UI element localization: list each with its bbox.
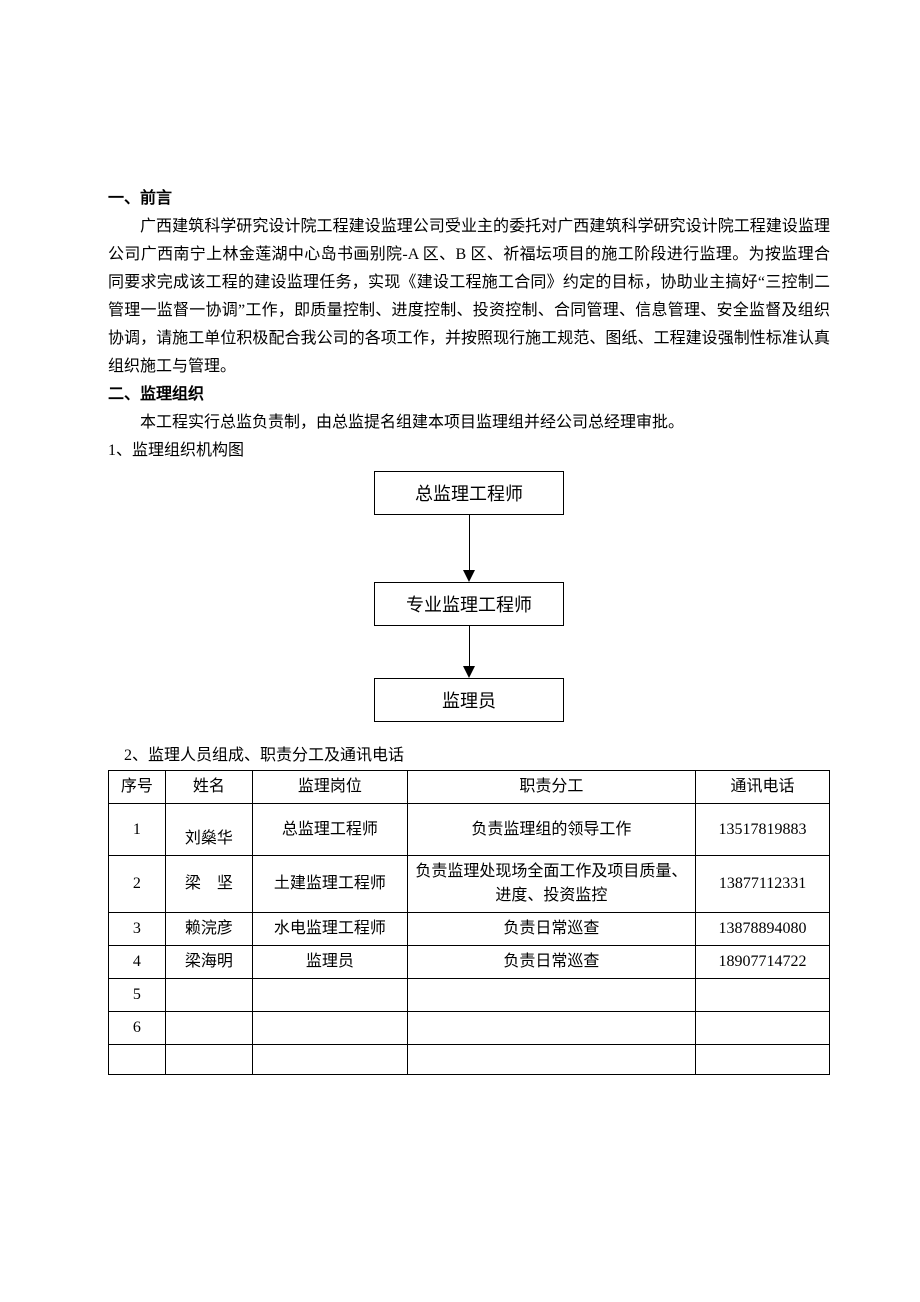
table-row: 3赖浣彦水电监理工程师负责日常巡查13878894080 — [109, 913, 830, 946]
org-chart: 总监理工程师专业监理工程师监理员 — [108, 471, 830, 722]
staff-table: 序号 姓名 监理岗位 职责分工 通讯电话 1刘燊华总监理工程师负责监理组的领导工… — [108, 770, 830, 1075]
cell-tel: 13517819883 — [696, 804, 830, 856]
cell-tel: 13877112331 — [696, 856, 830, 913]
table-row — [109, 1045, 830, 1075]
cell-idx — [109, 1045, 166, 1075]
cell-duty — [407, 1045, 695, 1075]
cell-tel — [696, 1012, 830, 1045]
cell-name: 梁海明 — [165, 946, 253, 979]
section1-heading: 一、前言 — [108, 185, 830, 213]
cell-post: 土建监理工程师 — [253, 856, 408, 913]
cell-tel: 18907714722 — [696, 946, 830, 979]
cell-post — [253, 979, 408, 1012]
table-row: 2梁 坚土建监理工程师负责监理处现场全面工作及项目质量、进度、投资监控13877… — [109, 856, 830, 913]
cell-post: 水电监理工程师 — [253, 913, 408, 946]
cell-name — [165, 1045, 253, 1075]
cell-name — [165, 979, 253, 1012]
cell-duty — [407, 1012, 695, 1045]
cell-idx: 1 — [109, 804, 166, 856]
org-node: 总监理工程师 — [374, 471, 564, 515]
table-header-row: 序号 姓名 监理岗位 职责分工 通讯电话 — [109, 771, 830, 804]
cell-name: 赖浣彦 — [165, 913, 253, 946]
cell-tel — [696, 979, 830, 1012]
col-header-name: 姓名 — [165, 771, 253, 804]
org-arrow — [468, 515, 470, 582]
org-node: 专业监理工程师 — [374, 582, 564, 626]
cell-name: 梁 坚 — [165, 856, 253, 913]
org-node: 监理员 — [374, 678, 564, 722]
col-header-idx: 序号 — [109, 771, 166, 804]
table-row: 6 — [109, 1012, 830, 1045]
cell-post — [253, 1045, 408, 1075]
cell-name — [165, 1012, 253, 1045]
table-row: 4梁海明监理员负责日常巡查18907714722 — [109, 946, 830, 979]
cell-name: 刘燊华 — [165, 804, 253, 856]
cell-tel: 13878894080 — [696, 913, 830, 946]
col-header-duty: 职责分工 — [407, 771, 695, 804]
cell-duty: 负责监理组的领导工作 — [407, 804, 695, 856]
table-row: 5 — [109, 979, 830, 1012]
col-header-post: 监理岗位 — [253, 771, 408, 804]
cell-duty: 负责监理处现场全面工作及项目质量、进度、投资监控 — [407, 856, 695, 913]
cell-idx: 2 — [109, 856, 166, 913]
cell-post: 总监理工程师 — [253, 804, 408, 856]
section2-item1-label: 1、监理组织机构图 — [108, 437, 830, 465]
section2-body: 本工程实行总监负责制，由总监提名组建本项目监理组并经公司总经理审批。 — [108, 409, 830, 437]
org-arrow — [468, 626, 470, 678]
cell-post: 监理员 — [253, 946, 408, 979]
cell-tel — [696, 1045, 830, 1075]
col-header-tel: 通讯电话 — [696, 771, 830, 804]
cell-idx: 5 — [109, 979, 166, 1012]
table-row: 1刘燊华总监理工程师负责监理组的领导工作13517819883 — [109, 804, 830, 856]
cell-idx: 3 — [109, 913, 166, 946]
cell-duty — [407, 979, 695, 1012]
cell-duty: 负责日常巡查 — [407, 946, 695, 979]
cell-post — [253, 1012, 408, 1045]
page: 一、前言 广西建筑科学研究设计院工程建设监理公司受业主的委托对广西建筑科学研究设… — [0, 0, 920, 1155]
cell-idx: 6 — [109, 1012, 166, 1045]
section2-heading: 二、监理组织 — [108, 381, 830, 409]
section1-body: 广西建筑科学研究设计院工程建设监理公司受业主的委托对广西建筑科学研究设计院工程建… — [108, 213, 830, 381]
cell-duty: 负责日常巡查 — [407, 913, 695, 946]
section2-item2-label: 2、监理人员组成、职责分工及通讯电话 — [108, 742, 830, 770]
cell-idx: 4 — [109, 946, 166, 979]
